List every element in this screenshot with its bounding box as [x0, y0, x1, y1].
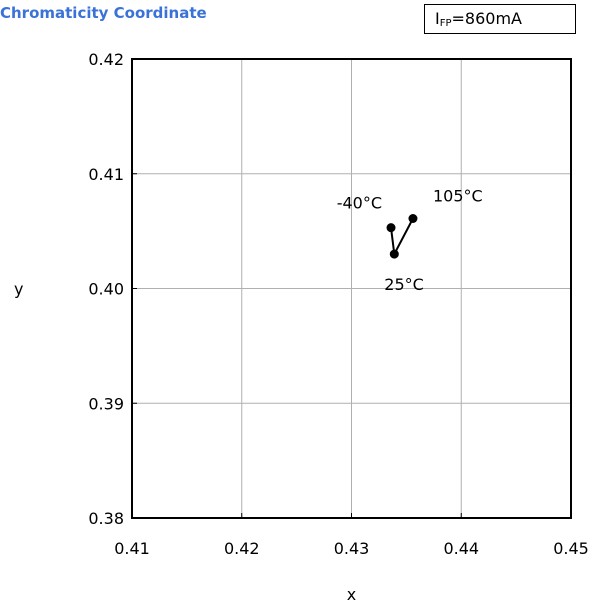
y-tick-label: 0.42: [88, 50, 124, 69]
condition-subscript: FP: [439, 18, 452, 29]
data-point: [389, 249, 399, 259]
data-point-label: -40°C: [337, 194, 382, 213]
condition-box: IFP=860mA: [424, 4, 576, 34]
y-tick-label: 0.41: [88, 165, 124, 184]
x-tick-label: 0.42: [224, 539, 260, 558]
y-tick-labels: 0.38 0.39 0.40 0.41 0.42: [88, 50, 137, 528]
y-tick-label: 0.39: [88, 394, 124, 413]
y-tick-label: 0.40: [88, 280, 124, 299]
y-axis-label: y: [14, 280, 23, 299]
condition-prefix: I: [435, 9, 440, 28]
chart-title: Chromaticity Coordinate: [0, 4, 207, 22]
series-line: [390, 218, 414, 258]
x-axis-label: x: [347, 585, 356, 604]
y-tick-label: 0.38: [88, 509, 124, 528]
data-point: [408, 214, 418, 224]
condition-value: =860mA: [451, 9, 522, 28]
x-tick-labels: 0.41 0.42 0.43 0.44 0.45: [114, 513, 589, 558]
series-layer: -40°C 25°C 105°C: [337, 187, 483, 295]
x-tick-label: 0.41: [114, 539, 150, 558]
x-tick-label: 0.44: [443, 539, 479, 558]
data-point: [386, 223, 396, 233]
data-point-label: 105°C: [433, 187, 483, 206]
data-point-label: 25°C: [384, 275, 424, 294]
x-tick-label: 0.43: [334, 539, 370, 558]
x-tick-label: 0.45: [553, 539, 589, 558]
grid-lines: [132, 59, 571, 518]
